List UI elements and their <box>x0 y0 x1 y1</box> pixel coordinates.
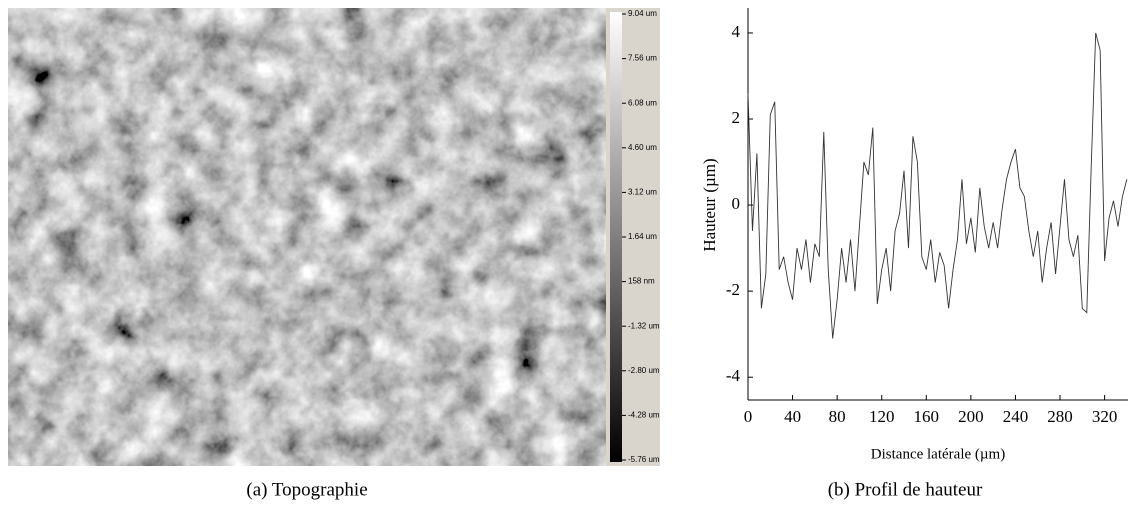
caption: (b) Profil de hauteur <box>828 479 983 500</box>
x-tick-label: 0 <box>744 407 753 426</box>
y-tick-label: -4 <box>726 366 741 385</box>
x-tick-label: 320 <box>1092 407 1118 426</box>
y-axis-label: Hauteur (µm) <box>700 158 719 251</box>
colorbar-label: 4.60 um <box>628 143 657 152</box>
y-tick-label: 4 <box>732 22 741 41</box>
topography-image <box>8 8 606 466</box>
profile-line <box>747 32 1128 339</box>
colorbar-label: 7.56 um <box>628 54 657 63</box>
y-tick-label: 2 <box>732 108 741 127</box>
colorbar <box>610 12 622 462</box>
x-tick-label: 40 <box>784 407 801 426</box>
x-tick-label: 200 <box>958 407 984 426</box>
colorbar-label: 158 nm <box>628 277 655 286</box>
x-tick-label: 120 <box>869 407 895 426</box>
colorbar-label: -2.80 um <box>628 366 660 375</box>
colorbar-label: 9.04 um <box>628 9 657 18</box>
caption: (a) Topographie <box>246 479 367 500</box>
x-axis-label: Distance latérale (µm) <box>871 446 1005 462</box>
x-tick-label: 80 <box>829 407 846 426</box>
colorbar-label: -4.28 um <box>628 411 660 420</box>
colorbar-label: -1.32 um <box>628 321 660 330</box>
x-tick-label: 240 <box>1003 407 1029 426</box>
x-tick-label: 280 <box>1047 407 1073 426</box>
colorbar-label: 1.64 um <box>628 232 657 241</box>
y-tick-label: -2 <box>726 280 740 299</box>
colorbar-label: 3.12 um <box>628 188 657 197</box>
y-tick-label: 0 <box>732 194 741 213</box>
colorbar-label: 6.08 um <box>628 98 657 107</box>
colorbar-label: -5.76 um <box>628 455 660 464</box>
x-tick-label: 160 <box>914 407 940 426</box>
